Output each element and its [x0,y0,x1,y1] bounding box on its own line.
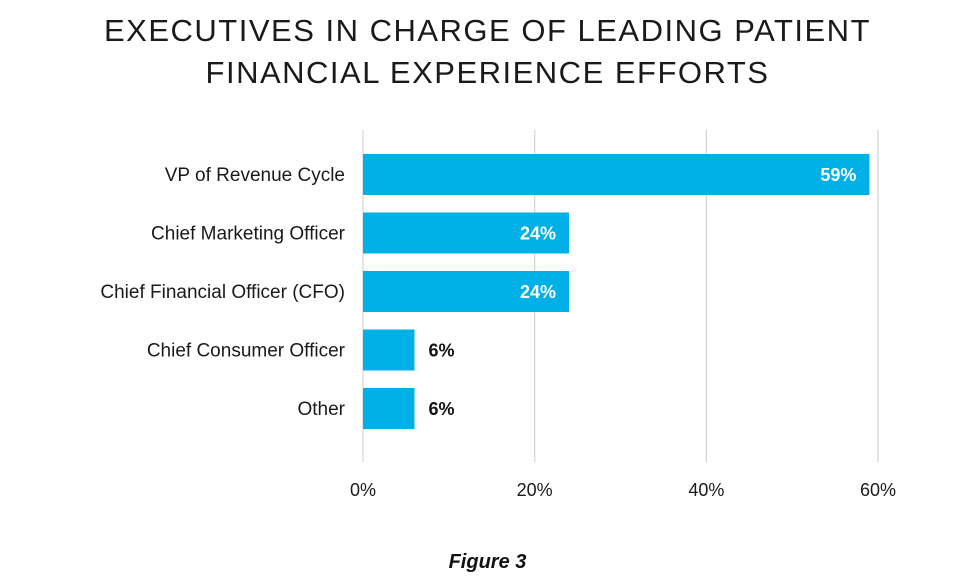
bar-value-label: 24% [520,224,556,244]
bar [363,329,415,371]
category-label: Chief Consumer Officer [147,341,346,362]
category-labels: VP of Revenue Cycle Chief Marketing Offic… [100,165,345,420]
bar-value-label: 6% [429,399,455,419]
chart-title: EXECUTIVES IN CHARGE OF LEADING PATIENT … [0,10,975,94]
bar-value-label: 24% [520,282,556,302]
bar [363,388,415,429]
bars: 59% 24% 24% 6% 6% [363,154,870,429]
bar-value-label: 59% [820,165,856,185]
chart-title-line-2: FINANCIAL EXPERIENCE EFFORTS [205,55,770,90]
bar-value-label: 6% [429,341,455,361]
category-label: Chief Marketing Officer [151,224,346,245]
x-axis-ticks: 0% 20% 40% 60% [350,480,896,500]
category-label: Other [297,399,345,420]
figure-caption: Figure 3 [448,551,527,573]
bar-chart: 59% 24% 24% 6% 6% VP of Revenue Cycle Chief M… [100,130,896,500]
category-label: VP of Revenue Cycle [165,165,345,186]
x-tick-label: 40% [688,480,724,500]
bar [363,212,569,254]
x-tick-label: 60% [860,480,896,500]
x-tick-label: 0% [350,480,376,500]
category-label: Chief Financial Officer (CFO) [100,282,345,303]
chart-title-line-1: EXECUTIVES IN CHARGE OF LEADING PATIENT [103,13,872,48]
bar [363,271,569,312]
bar [363,154,870,195]
x-tick-label: 20% [517,480,553,500]
